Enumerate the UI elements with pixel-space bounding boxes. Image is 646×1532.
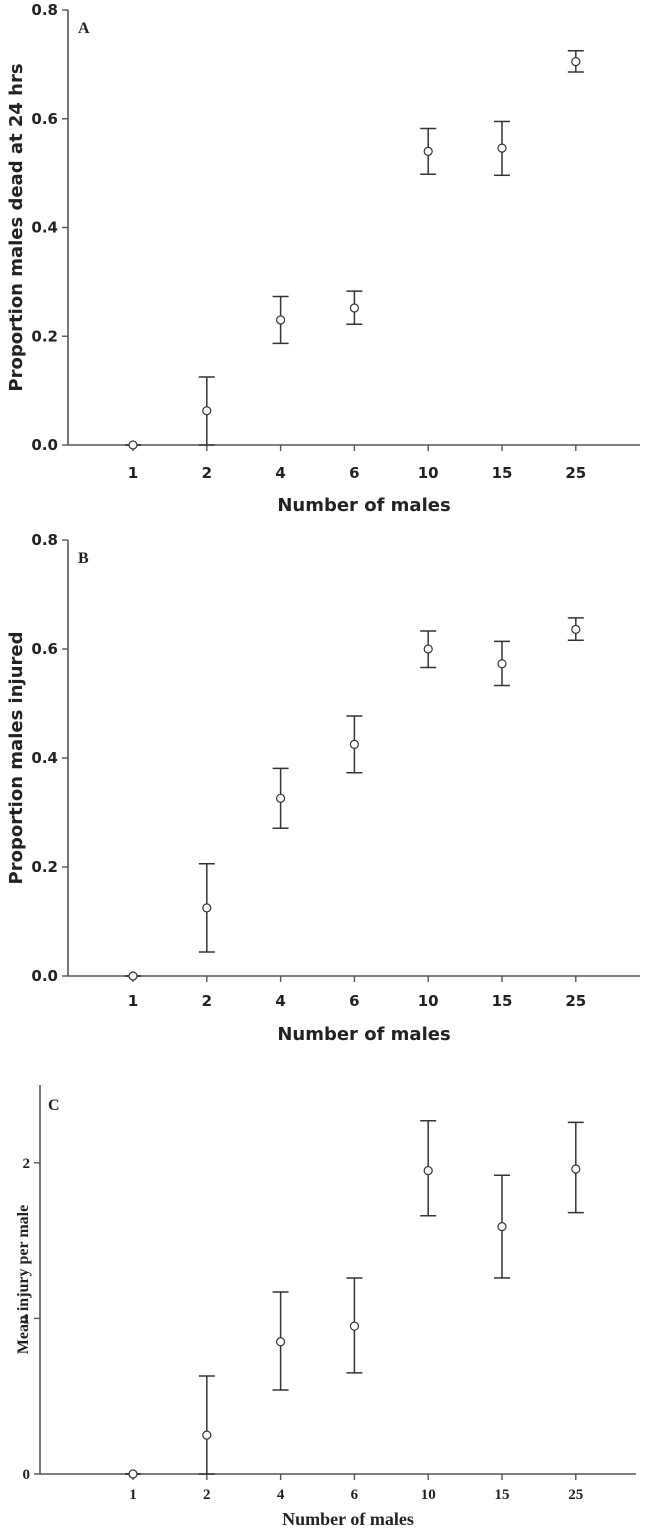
x-tick-label: 6 [349, 992, 359, 1010]
data-point [571, 57, 581, 67]
x-tick-label: 4 [275, 464, 285, 482]
y-axis-label: Proportion males dead at 24 hrs [6, 63, 27, 391]
x-tick-label: 2 [202, 992, 212, 1010]
data-point [349, 1321, 359, 1331]
data-point [349, 739, 359, 749]
data-point [202, 1430, 212, 1440]
panel-label: B [78, 550, 89, 567]
x-tick-label: 15 [495, 1487, 510, 1503]
data-point [571, 624, 581, 634]
data-point [128, 440, 138, 450]
x-tick-label: 1 [129, 1487, 137, 1503]
y-axis-label: Mean injury per male [15, 1205, 32, 1354]
y-tick-label: 0.4 [31, 749, 58, 767]
x-tick-label: 4 [277, 1487, 285, 1503]
x-tick-label: 4 [275, 992, 285, 1010]
y-tick-label: 0.6 [31, 640, 58, 658]
data-point [423, 1165, 433, 1176]
error-bar [198, 1375, 215, 1475]
x-tick-label: 2 [202, 464, 212, 482]
data-point [276, 793, 286, 803]
x-tick-label: 10 [421, 1487, 436, 1503]
y-tick-label: 2 [23, 1156, 31, 1172]
y-tick-label: 0.8 [31, 531, 58, 549]
panel-label: C [48, 1097, 60, 1114]
data-point [202, 406, 212, 416]
data-point [497, 659, 507, 669]
y-tick-label: 0.8 [31, 1, 58, 19]
x-tick-label: 1 [128, 464, 138, 482]
x-tick-label: 6 [349, 464, 359, 482]
panel-b: 0.0 0.2 0.4 0.6 0.8 1 2 4 6 10 15 25 B Number of male… [6, 531, 640, 1045]
x-axis-label: Number of males [282, 1509, 414, 1529]
panel-c: 0 1 2 1 2 4 6 10 15 25 C Number of males Mean injury… [15, 1085, 636, 1529]
x-axis-label: Number of males [277, 1024, 450, 1045]
y-axis-label: Proportion males injured [6, 632, 27, 885]
data-point [571, 1164, 581, 1174]
data-point [128, 971, 138, 981]
x-tick-label: 25 [565, 992, 586, 1010]
data-point [423, 644, 433, 654]
x-tick-label: 10 [418, 992, 439, 1010]
y-tick-label: 0.0 [31, 967, 58, 985]
data-point [202, 903, 212, 913]
x-tick-label: 15 [492, 464, 513, 482]
data-point [497, 143, 507, 153]
data-point [349, 303, 359, 313]
y-tick-label: 0.6 [31, 110, 58, 128]
data-point [423, 146, 433, 156]
x-tick-label: 25 [565, 464, 586, 482]
data-point [276, 1337, 286, 1347]
x-axis-label: Number of males [277, 495, 450, 516]
x-tick-label: 2 [203, 1487, 211, 1503]
y-tick-label: 0 [23, 1467, 31, 1483]
x-tick-label: 6 [351, 1487, 359, 1503]
y-tick-label: 0.2 [31, 858, 58, 876]
panel-a: 0.0 0.2 0.4 0.6 0.8 1 2 4 6 10 15 25 A Number of male… [6, 1, 640, 516]
data-point [497, 1221, 507, 1232]
data-point [128, 1469, 138, 1479]
x-tick-label: 15 [492, 992, 513, 1010]
data-point [276, 315, 286, 325]
x-tick-label: 1 [128, 992, 138, 1010]
y-tick-label: 0.2 [31, 327, 58, 345]
y-tick-label: 0.4 [31, 219, 58, 237]
x-tick-label: 25 [568, 1487, 583, 1503]
panel-label: A [78, 20, 90, 37]
y-tick-label: 1 [23, 1311, 31, 1327]
x-tick-label: 10 [418, 464, 439, 482]
y-tick-label: 0.0 [31, 436, 58, 454]
